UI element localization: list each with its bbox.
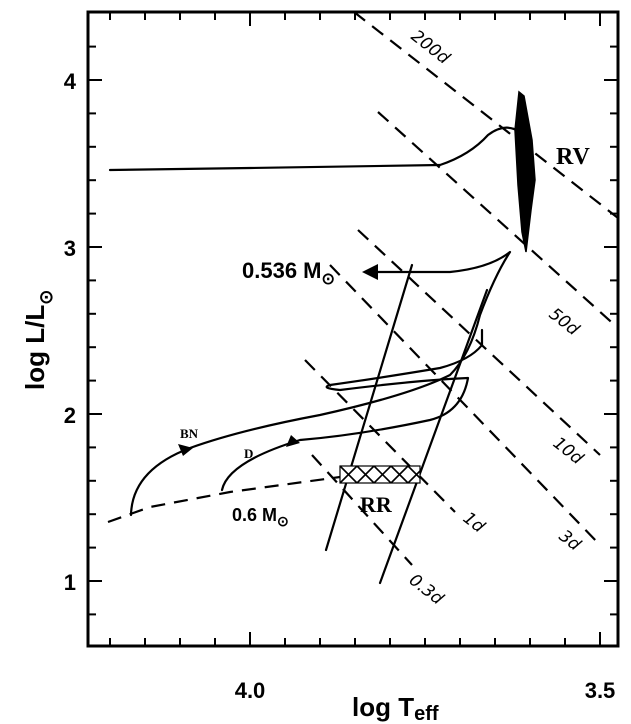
arrow-d (286, 435, 300, 447)
x-tick-label-3.5: 3.5 (585, 678, 616, 703)
plot-frame (86, 10, 620, 648)
bn-label: BN (180, 426, 199, 441)
y-tick-label-1: 1 (64, 570, 76, 595)
rr-lyrae-region (339, 465, 421, 484)
rv-label: RV (556, 144, 590, 170)
arrow-bn (178, 444, 193, 456)
period-line-10d (357, 229, 601, 456)
period-line-200d (353, 11, 619, 219)
axis-ticks (88, 12, 618, 646)
arrow-0536 (362, 264, 378, 280)
x-axis-label: log Teff (352, 692, 439, 724)
post-agb-track (108, 126, 522, 172)
d-label: D (244, 446, 253, 461)
y-axis-label: log L/L⊙ (20, 290, 56, 390)
period-label-3d: 3d (555, 526, 585, 555)
rv-tauri-region (514, 90, 536, 253)
mass-label-06: 0.6 M⊙ (232, 505, 289, 529)
mass-label-0536: 0.536 M⊙ (242, 258, 335, 288)
y-tick-label-3: 3 (64, 236, 76, 261)
rr-label: RR (360, 492, 393, 517)
period-label-0.3d: 0.3d (405, 570, 447, 609)
y-tick-label-2: 2 (64, 403, 76, 428)
period-label-1d: 1d (459, 508, 489, 537)
instability-strip-blue-edge (324, 263, 414, 552)
period-label-200d: 200d (407, 26, 454, 69)
d-track (220, 328, 484, 492)
period-line-3d (329, 264, 601, 546)
period-line-50d (377, 111, 619, 329)
y-tick-label-4: 4 (64, 69, 77, 94)
bn-track (129, 250, 512, 517)
x-tick-label-4.0: 4.0 (235, 678, 266, 703)
instability-strip-red-edge (378, 288, 489, 585)
period-line-0.3d (311, 454, 413, 566)
period-label-50d: 50d (545, 304, 583, 340)
